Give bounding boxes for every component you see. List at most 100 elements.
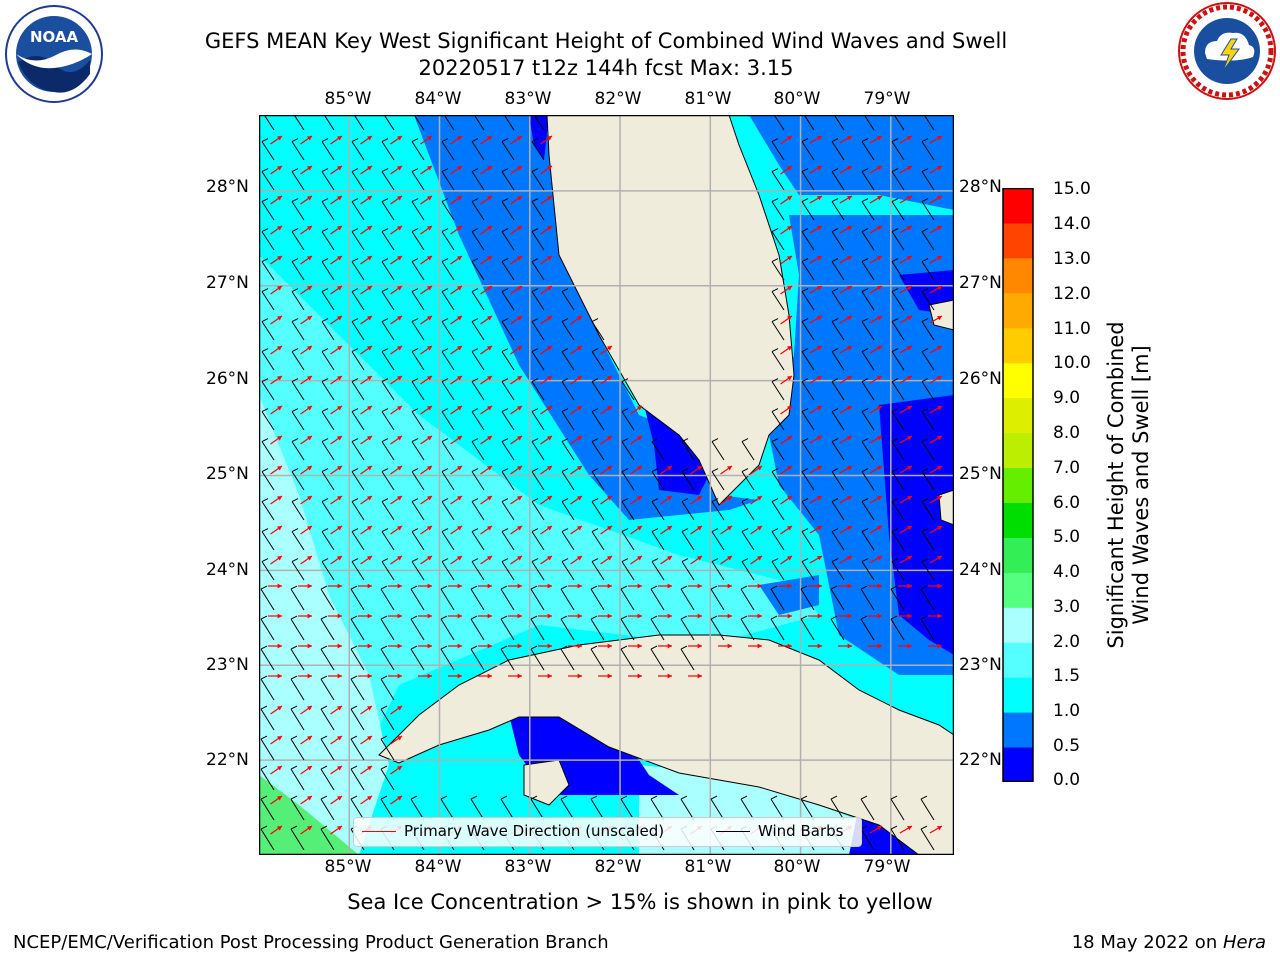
wind-barb bbox=[771, 531, 785, 551]
wind-barb-flag bbox=[350, 795, 358, 800]
wind-barb-flag bbox=[861, 168, 869, 173]
wind-barb bbox=[741, 441, 755, 461]
wind-barb-flag bbox=[351, 468, 359, 473]
wind-barb bbox=[831, 561, 845, 581]
wave-arrow-head bbox=[487, 166, 492, 171]
wind-barb-flag bbox=[801, 438, 809, 443]
wave-arrow-head bbox=[607, 436, 612, 441]
wave-direction-line-icon bbox=[362, 831, 396, 832]
colorbar-tick-label: 9.0 bbox=[1053, 388, 1081, 408]
wind-barb bbox=[411, 351, 425, 371]
wave-arrow-head bbox=[667, 466, 672, 471]
wind-barb bbox=[891, 471, 905, 491]
wave-arrow-head bbox=[427, 643, 432, 649]
wind-barb bbox=[501, 291, 515, 311]
wind-barb bbox=[440, 618, 455, 641]
wind-barb bbox=[863, 115, 875, 131]
wave-arrow-head bbox=[607, 346, 612, 351]
wind-barb bbox=[380, 618, 395, 641]
wind-barb-flag bbox=[591, 468, 599, 473]
wave-arrow-head bbox=[667, 673, 672, 679]
wind-barb-flag bbox=[591, 438, 599, 443]
wind-barb bbox=[471, 561, 485, 581]
wind-barb-flag bbox=[471, 258, 479, 263]
wave-arrow-head bbox=[727, 556, 732, 561]
wind-barb-flag bbox=[290, 705, 298, 710]
wave-arrow-head bbox=[427, 583, 432, 589]
lat-label-right: 22°N bbox=[959, 750, 1002, 770]
wind-barb-flag bbox=[831, 438, 839, 443]
wave-arrow-head bbox=[397, 466, 402, 471]
wave-arrow-head bbox=[397, 406, 402, 411]
wave-arrow-head bbox=[457, 466, 462, 471]
wind-barb-flag bbox=[351, 198, 359, 203]
wind-barb bbox=[261, 411, 275, 431]
wave-arrow-head bbox=[277, 196, 282, 201]
wave-arrow-head bbox=[487, 613, 492, 619]
wind-barb bbox=[771, 351, 785, 371]
wave-arrow-head bbox=[937, 196, 942, 201]
wind-barb bbox=[830, 618, 845, 641]
colorbar-bin bbox=[1003, 467, 1033, 503]
wind-barb-flag bbox=[920, 825, 928, 830]
wave-arrow-head bbox=[517, 466, 522, 471]
wave-arrow-head bbox=[397, 436, 402, 441]
wind-barb-flag bbox=[530, 615, 538, 620]
wave-arrow-head bbox=[337, 643, 342, 649]
wind-barb bbox=[861, 201, 875, 221]
wave-arrow-head bbox=[517, 256, 522, 261]
wave-arrow-head bbox=[577, 316, 582, 321]
wind-barb-flag bbox=[261, 228, 269, 233]
wave-arrow-head bbox=[907, 256, 912, 261]
wave-arrow-head bbox=[307, 796, 312, 801]
wave-arrow-head bbox=[397, 346, 402, 351]
wave-arrow-head bbox=[457, 226, 462, 231]
wave-arrow-head bbox=[337, 736, 342, 741]
wind-barb-flag bbox=[261, 528, 269, 533]
wave-arrow-head bbox=[457, 256, 462, 261]
wave-arrow-head bbox=[787, 196, 792, 201]
wave-arrow-head bbox=[787, 583, 792, 589]
wind-barb-flag bbox=[320, 705, 328, 710]
wind-barb-flag bbox=[261, 288, 269, 293]
wave-arrow-head bbox=[547, 613, 552, 619]
wind-barb bbox=[830, 588, 845, 611]
wind-barb bbox=[591, 501, 605, 521]
wind-barb bbox=[921, 231, 935, 251]
wind-barb-flag bbox=[831, 558, 839, 563]
wave-arrow-head bbox=[607, 496, 612, 501]
wind-barb-flag bbox=[620, 615, 628, 620]
wind-barb bbox=[531, 171, 545, 191]
wind-barb bbox=[891, 501, 905, 521]
wave-arrow-head bbox=[337, 613, 342, 619]
wind-barb bbox=[471, 501, 485, 521]
wave-arrow-head bbox=[577, 346, 582, 351]
wind-barb bbox=[650, 798, 665, 821]
wave-arrow-head bbox=[877, 136, 882, 141]
wave-arrow-head bbox=[367, 196, 372, 201]
wind-barb bbox=[351, 231, 365, 251]
wind-barb-flag bbox=[800, 615, 808, 620]
wind-barb-flag bbox=[380, 795, 388, 800]
wind-barb-flag bbox=[861, 468, 869, 473]
wind-barb bbox=[290, 648, 305, 671]
wind-barb bbox=[831, 441, 845, 461]
wave-arrow-head bbox=[817, 556, 822, 561]
wave-arrow-head bbox=[577, 496, 582, 501]
wind-barb bbox=[441, 291, 455, 311]
wave-arrow-head bbox=[847, 496, 852, 501]
wave-arrow-head bbox=[397, 583, 402, 589]
wave-arrow-head bbox=[397, 556, 402, 561]
wind-barb bbox=[290, 708, 305, 731]
lat-label-left: 26°N bbox=[206, 369, 249, 389]
wind-barb-flag bbox=[351, 438, 359, 443]
lon-label-bottom: 79°W bbox=[863, 857, 911, 877]
wind-barb bbox=[710, 798, 725, 821]
wind-barb bbox=[320, 678, 335, 701]
wind-barb bbox=[590, 648, 605, 671]
wind-barb bbox=[831, 291, 845, 311]
colorbar-tick-label: 4.0 bbox=[1053, 562, 1081, 582]
wave-arrow-head bbox=[787, 376, 792, 381]
wind-barb-flag bbox=[590, 795, 598, 800]
wind-barb bbox=[471, 411, 485, 431]
